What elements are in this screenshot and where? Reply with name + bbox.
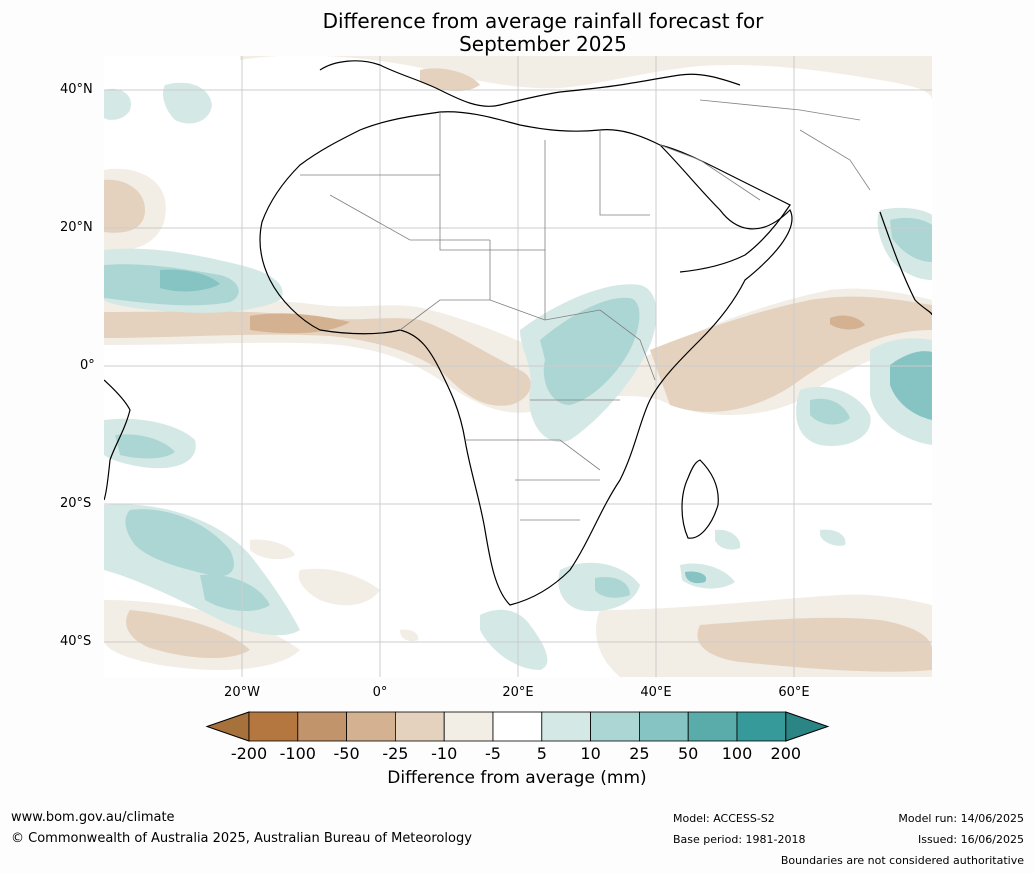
colorbar-tick-label: 25 xyxy=(629,744,650,763)
colorbar-swatch xyxy=(443,711,494,742)
coastlines xyxy=(104,60,932,606)
colorbar-swatch xyxy=(297,711,347,742)
colorbar-swatch xyxy=(248,711,299,742)
colorbar-swatch xyxy=(687,711,738,742)
colorbar-tick-label: 100 xyxy=(721,744,753,763)
website-link[interactable]: www.bom.gov.au/climate xyxy=(11,810,175,825)
issued-text: Issued: 16/06/2025 xyxy=(917,833,1024,846)
india-coastline xyxy=(879,211,932,316)
lat-label-40s: 40°S xyxy=(60,634,92,649)
model-text: Model: ACCESS-S2 xyxy=(673,812,775,825)
colorbar-swatch xyxy=(541,711,591,742)
base-period-text: Base period: 1981-2018 xyxy=(673,833,806,846)
colorbar-tick-label: 200 xyxy=(770,744,802,763)
colorbar-tick-label: -100 xyxy=(279,744,316,763)
south-america-coastline xyxy=(104,379,131,501)
lon-label-20e: 20°E xyxy=(502,685,534,700)
lat-label-20s: 20°S xyxy=(60,496,92,511)
colorbar-swatch xyxy=(590,711,640,742)
wet-anomaly-regions xyxy=(104,82,932,670)
colorbar-swatch xyxy=(639,711,689,742)
colorbar-tick-label: 10 xyxy=(580,744,601,763)
lon-label-60e: 60°E xyxy=(778,685,810,700)
colorbar-arrow-low xyxy=(205,711,250,742)
title-line-1: Difference from average rainfall forecas… xyxy=(322,9,764,33)
europe-coastline xyxy=(319,60,741,107)
colorbar-swatch xyxy=(492,711,543,742)
colorbar-arrow-high xyxy=(785,711,830,742)
colorbar-swatch xyxy=(394,711,445,742)
colorbar-swatch xyxy=(346,711,396,742)
colorbar-swatch xyxy=(736,711,787,742)
colorbar-tick-label: -10 xyxy=(431,744,458,763)
title-line-2: September 2025 xyxy=(459,32,627,56)
lat-label-0: 0° xyxy=(80,358,95,373)
lat-label-40n: 40°N xyxy=(60,82,93,97)
chart-title: Difference from average rainfall forecas… xyxy=(243,10,843,56)
lon-label-20w: 20°W xyxy=(224,685,260,700)
colorbar-tick-label: 5 xyxy=(536,744,547,763)
colorbar-tick-label: -25 xyxy=(382,744,409,763)
colorbar-tick-label: 50 xyxy=(678,744,699,763)
colorbar-tick-label: -200 xyxy=(230,744,268,763)
madagascar-coastline xyxy=(681,459,719,539)
lon-label-40e: 40°E xyxy=(640,685,672,700)
africa-coastline xyxy=(259,111,793,606)
gridlines xyxy=(104,56,932,677)
lat-label-20n: 20°N xyxy=(60,220,93,235)
lon-label-0: 0° xyxy=(372,685,388,700)
colorbar-label: Difference from average (mm) xyxy=(387,768,647,788)
model-run-text: Model run: 14/06/2025 xyxy=(898,812,1024,825)
disclaimer-text: Boundaries are not considered authoritat… xyxy=(780,854,1024,867)
colorbar-tick-label: -50 xyxy=(333,744,360,763)
country-borders xyxy=(300,99,871,521)
copyright-text: © Commonwealth of Australia 2025, Austra… xyxy=(11,831,472,846)
map-area xyxy=(104,56,932,677)
colorbar-tick-label: -5 xyxy=(485,744,501,763)
